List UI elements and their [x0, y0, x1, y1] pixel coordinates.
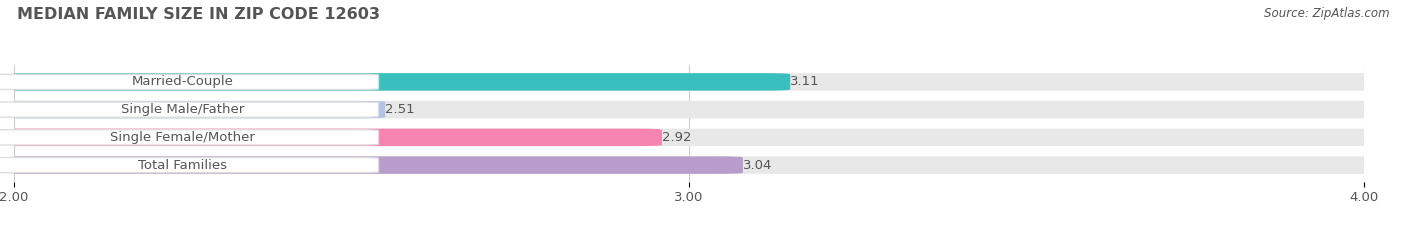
FancyBboxPatch shape [0, 129, 1391, 146]
Text: Total Families: Total Families [138, 159, 228, 171]
Text: 2.92: 2.92 [662, 131, 692, 144]
FancyBboxPatch shape [0, 129, 662, 146]
Text: 2.51: 2.51 [385, 103, 415, 116]
FancyBboxPatch shape [0, 156, 742, 174]
FancyBboxPatch shape [0, 73, 1391, 91]
FancyBboxPatch shape [0, 158, 378, 173]
Text: 3.11: 3.11 [790, 75, 820, 88]
FancyBboxPatch shape [0, 73, 790, 91]
Text: MEDIAN FAMILY SIZE IN ZIP CODE 12603: MEDIAN FAMILY SIZE IN ZIP CODE 12603 [17, 7, 380, 22]
FancyBboxPatch shape [0, 101, 385, 118]
Text: Single Female/Mother: Single Female/Mother [110, 131, 256, 144]
FancyBboxPatch shape [0, 102, 378, 117]
Text: Married-Couple: Married-Couple [132, 75, 233, 88]
FancyBboxPatch shape [0, 74, 378, 89]
FancyBboxPatch shape [0, 101, 1391, 118]
Text: Source: ZipAtlas.com: Source: ZipAtlas.com [1264, 7, 1389, 20]
FancyBboxPatch shape [0, 156, 1391, 174]
Text: Single Male/Father: Single Male/Father [121, 103, 245, 116]
Text: 3.04: 3.04 [742, 159, 772, 171]
FancyBboxPatch shape [0, 130, 378, 145]
